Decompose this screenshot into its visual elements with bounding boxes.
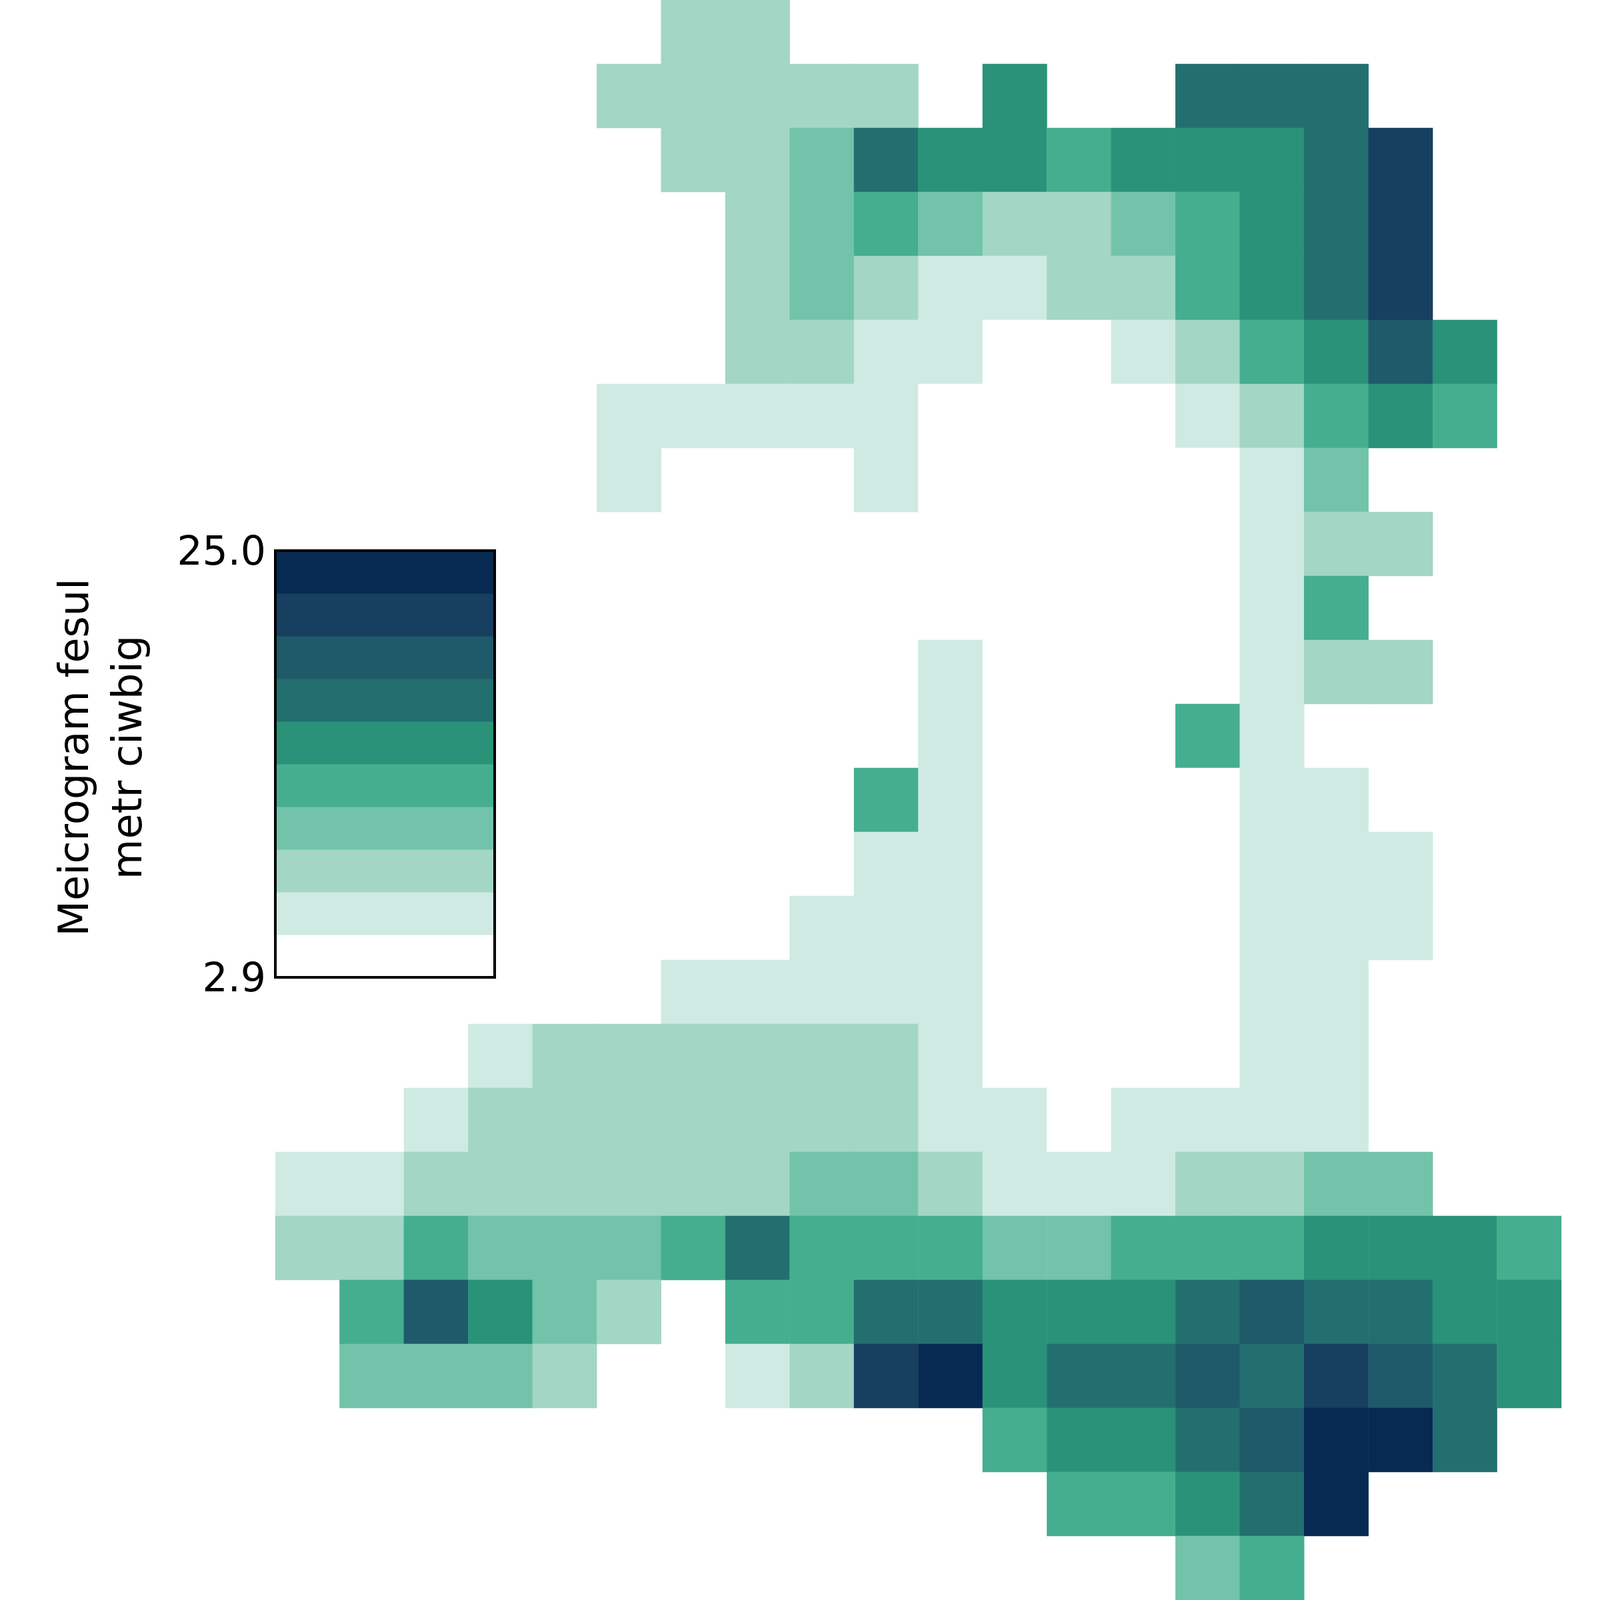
svg-text:metr ciwbig: metr ciwbig (102, 635, 152, 880)
svg-text:25.0: 25.0 (176, 527, 266, 574)
svg-text:Meicrogram fesul: Meicrogram fesul (49, 578, 98, 937)
svg-text:2.9: 2.9 (202, 954, 266, 1001)
